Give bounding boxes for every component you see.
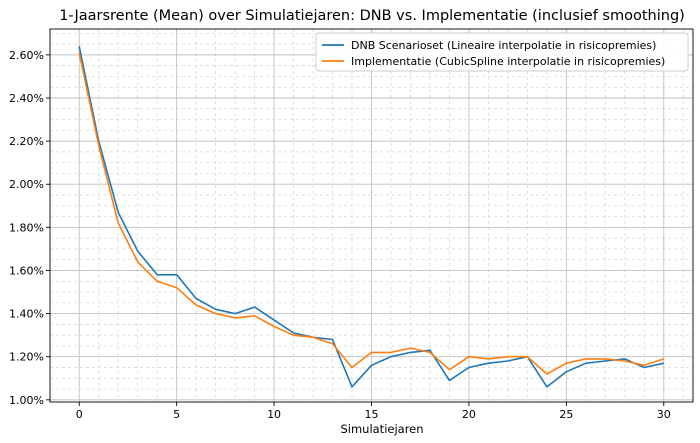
legend-label: Implementatie (CubicSpline interpolatie … xyxy=(351,55,665,68)
legend: DNB Scenarioset (Lineaire interpolatie i… xyxy=(315,32,689,72)
axes xyxy=(46,28,694,406)
y-tick-label: 2.00% xyxy=(9,178,44,191)
x-tick-label: 5 xyxy=(173,408,180,421)
legend-label: DNB Scenarioset (Lineaire interpolatie i… xyxy=(351,39,656,52)
y-tick-label: 1.20% xyxy=(9,351,44,364)
x-tick-label: 15 xyxy=(365,408,379,421)
y-tick-label: 1.80% xyxy=(9,221,44,234)
legend-box xyxy=(315,32,689,72)
x-tick-label: 20 xyxy=(462,408,476,421)
y-tick-label: 1.60% xyxy=(9,264,44,277)
y-tick-label: 2.20% xyxy=(9,135,44,148)
x-tick-label: 0 xyxy=(76,408,83,421)
y-tick-label: 2.40% xyxy=(9,92,44,105)
x-tick-label: 30 xyxy=(657,408,671,421)
y-tick-label: 1.00% xyxy=(9,394,44,407)
y-tick-label: 1.40% xyxy=(9,308,44,321)
grid-lines xyxy=(50,29,693,402)
x-axis-label: Simulatiejaren xyxy=(340,422,423,436)
x-tick-label: 10 xyxy=(267,408,281,421)
series-line-2 xyxy=(78,52,665,375)
y-tick-label: 2.60% xyxy=(9,49,44,62)
x-tick-label: 25 xyxy=(559,408,573,421)
series-lines xyxy=(78,46,665,388)
tick-labels: 0 5 10 15 20 25 30 1.00% 1.20% 1.40% 1.60% 1.80% 2.0… xyxy=(9,49,671,421)
series-line-1 xyxy=(78,46,664,388)
chart-title: 1-Jaarsrente (Mean) over Simulatiejaren:… xyxy=(59,8,685,24)
